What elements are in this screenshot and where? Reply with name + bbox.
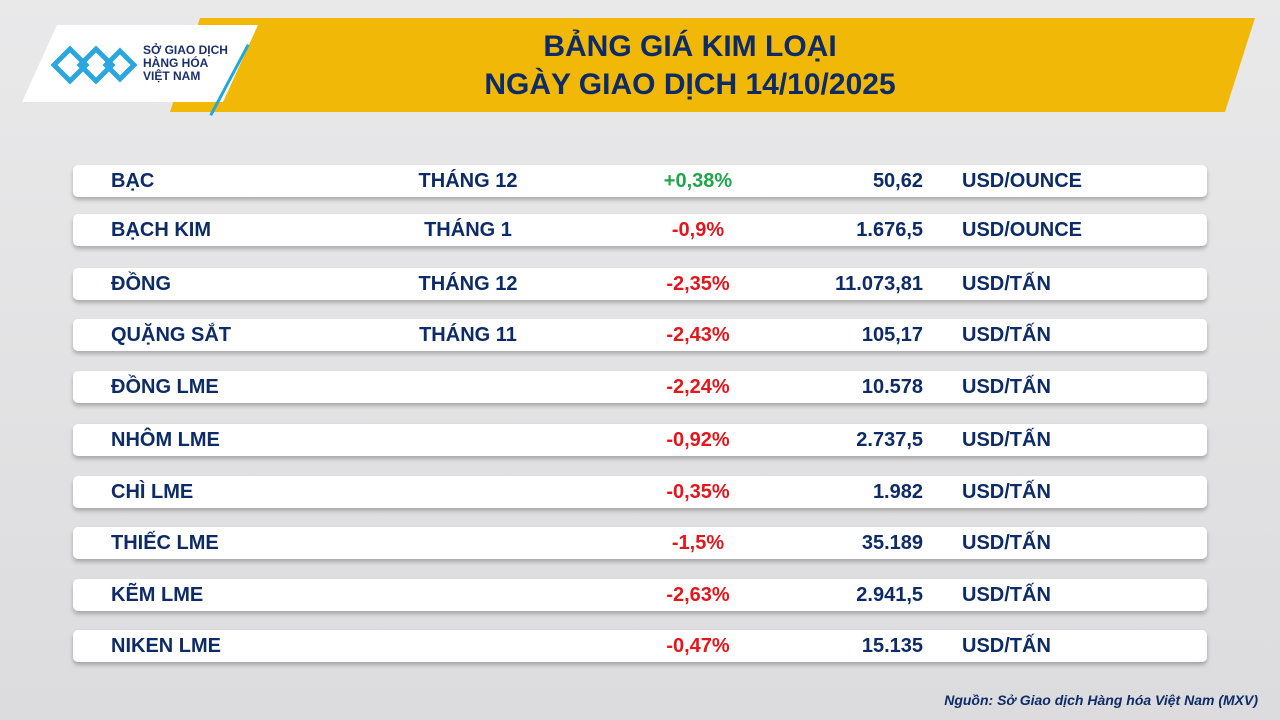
metal-name: CHÌ LME: [111, 481, 194, 503]
table-row: CHÌ LME -0,35% 1.982 USD/TẤN: [73, 476, 1207, 508]
metal-name: NHÔM LME: [111, 429, 220, 451]
unit: USD/TẤN: [962, 324, 1051, 346]
logo-line: HÀNG HÓA: [143, 56, 209, 70]
page-subtitle: NGÀY GIAO DỊCH 14/10/2025: [484, 68, 896, 101]
title-banner: [170, 18, 1255, 112]
unit: USD/OUNCE: [962, 219, 1083, 241]
price: 1.982: [872, 481, 923, 503]
change-percent: -2,24%: [666, 376, 730, 398]
contract-month: THÁNG 12: [418, 170, 518, 192]
change-percent: -0,35%: [666, 481, 730, 503]
unit: USD/TẤN: [962, 532, 1051, 554]
change-percent: -0,9%: [671, 219, 725, 241]
change-percent: -1,5%: [671, 532, 725, 554]
table-row: BẠCH KIM THÁNG 1 -0,9% 1.676,5 USD/OUNCE: [73, 214, 1207, 246]
change-percent: -2,43%: [666, 324, 730, 346]
change-percent: -0,47%: [666, 635, 730, 657]
mxv-logo: [22, 25, 258, 102]
price: 10.578: [861, 376, 923, 398]
price: 11.073,81: [835, 273, 923, 295]
source-note: Nguồn: Sở Giao dịch Hàng hóa Việt Nam (M…: [944, 692, 1258, 708]
metal-name: ĐỒNG LME: [111, 376, 219, 398]
change-percent: -0,92%: [666, 429, 730, 451]
unit: USD/TẤN: [962, 376, 1051, 398]
contract-month: THÁNG 12: [418, 273, 518, 295]
logo-line: SỞ GIAO DỊCH: [143, 43, 228, 57]
price: 105,17: [861, 324, 923, 346]
change-percent: -2,63%: [666, 584, 730, 606]
metal-name: BẠC: [111, 170, 155, 192]
price: 15.135: [861, 635, 923, 657]
unit: USD/TẤN: [962, 584, 1051, 606]
price: 2.941,5: [856, 584, 923, 606]
contract-month: THÁNG 11: [419, 324, 517, 346]
table-row: ĐỒNG LME -2,24% 10.578 USD/TẤN: [73, 371, 1207, 403]
metal-name: ĐỒNG: [111, 273, 171, 295]
table-row: QUẶNG SẮT THÁNG 11 -2,43% 105,17 USD/TẤN: [73, 319, 1207, 351]
price: 35.189: [861, 532, 923, 554]
price: 50,62: [872, 170, 923, 192]
unit: USD/TẤN: [962, 481, 1051, 503]
change-percent: -2,35%: [666, 273, 730, 295]
unit: USD/TẤN: [962, 635, 1051, 657]
table-row: THIẾC LME -1,5% 35.189 USD/TẤN: [73, 527, 1207, 559]
price: 1.676,5: [856, 219, 923, 241]
unit: USD/TẤN: [962, 429, 1051, 451]
unit: USD/OUNCE: [962, 170, 1083, 192]
table-row: BẠC THÁNG 12 +0,38% 50,62 USD/OUNCE: [73, 165, 1207, 197]
page-title: BẢNG GIÁ KIM LOẠI: [543, 30, 837, 63]
metal-name: THIẾC LME: [111, 532, 219, 554]
table-row: NIKEN LME -0,47% 15.135 USD/TẤN: [73, 630, 1207, 662]
unit: USD/TẤN: [962, 273, 1051, 295]
mxv-logo-icon: [50, 45, 138, 85]
metal-name: QUẶNG SẮT: [111, 324, 231, 346]
logo-line: VIỆT NAM: [143, 69, 201, 83]
table-row: NHÔM LME -0,92% 2.737,5 USD/TẤN: [73, 424, 1207, 456]
price: 2.737,5: [856, 429, 923, 451]
logo-text: SỞ GIAO DỊCH HÀNG HÓA VIỆT NAM: [143, 44, 228, 83]
change-percent: +0,38%: [663, 170, 733, 192]
metal-name: KẼM LME: [111, 584, 204, 606]
metal-name: BẠCH KIM: [111, 219, 211, 241]
table-row: ĐỒNG THÁNG 12 -2,35% 11.073,81 USD/TẤN: [73, 268, 1207, 300]
contract-month: THÁNG 1: [424, 219, 512, 241]
table-row: KẼM LME -2,63% 2.941,5 USD/TẤN: [73, 579, 1207, 611]
metal-name: NIKEN LME: [111, 635, 221, 657]
